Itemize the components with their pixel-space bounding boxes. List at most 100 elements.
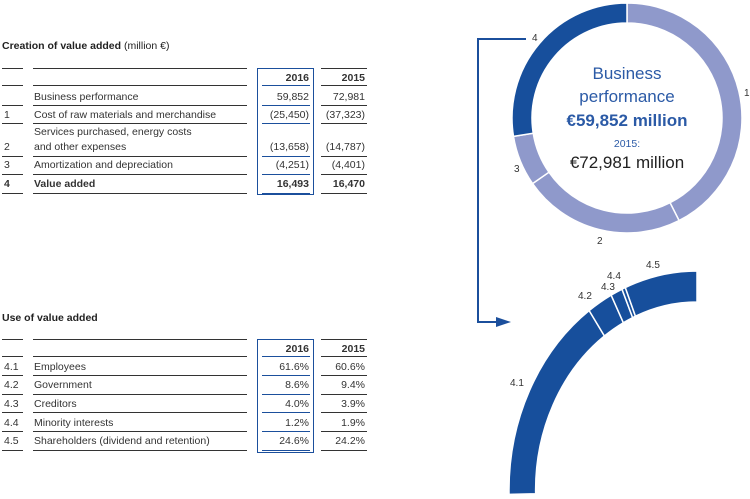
- row-label-line2: and other expenses: [34, 141, 127, 153]
- row-number: 4.2: [4, 379, 19, 391]
- divider: [321, 339, 367, 340]
- divider: [2, 412, 23, 413]
- arrow-head-icon: [496, 317, 511, 327]
- header-2015: 2015: [341, 343, 365, 355]
- arc-segment-4.5: [624, 270, 698, 318]
- divider: [33, 450, 247, 451]
- arc-label-4.2: 4.2: [578, 291, 592, 302]
- divider: [33, 193, 247, 194]
- row-number: 2: [4, 141, 10, 153]
- value-2015: (14,787): [325, 141, 365, 153]
- donut-label-2: 2: [597, 236, 603, 247]
- row-label: Government: [34, 379, 92, 391]
- row-number: 4.3: [4, 398, 19, 410]
- divider: [262, 394, 310, 395]
- divider: [321, 193, 367, 194]
- divider: [2, 105, 23, 106]
- divider: [321, 123, 367, 124]
- creation-table-title: Creation of value added (million €): [2, 40, 169, 52]
- row-number: 4: [4, 178, 10, 190]
- header-2016: 2016: [285, 72, 309, 84]
- header-2016: 2016: [285, 343, 309, 355]
- divider: [2, 431, 23, 432]
- donut-label-1: 1: [744, 88, 750, 99]
- value-2015: 1.9%: [341, 417, 365, 429]
- divider: [33, 123, 247, 124]
- row-label: Cost of raw materials and merchandise: [34, 109, 217, 121]
- divider: [321, 412, 367, 413]
- divider: [321, 68, 367, 69]
- divider: [321, 450, 367, 451]
- divider: [321, 105, 367, 106]
- row-number: 4.5: [4, 435, 19, 447]
- divider: [33, 156, 247, 157]
- row-number: 4.4: [4, 417, 19, 429]
- divider: [262, 156, 310, 157]
- value-2016: (4,251): [275, 159, 309, 171]
- value-2015: (4,401): [331, 159, 365, 171]
- value-2015: 9.4%: [341, 379, 365, 391]
- divider: [33, 394, 247, 395]
- divider: [262, 412, 310, 413]
- divider: [2, 375, 23, 376]
- divider: [2, 85, 23, 86]
- donut-center-value: €59,852 million: [566, 111, 688, 130]
- row-label: Creditors: [34, 398, 77, 410]
- use-table-title: Use of value added: [2, 312, 98, 324]
- divider: [33, 68, 247, 69]
- row-label: Amortization and depreciation: [34, 159, 173, 171]
- row-label: Services purchased, energy costs: [34, 126, 192, 138]
- value-2016: 1.2%: [285, 417, 309, 429]
- divider: [321, 356, 367, 357]
- value-2015: 16,470: [332, 178, 365, 190]
- divider: [2, 339, 23, 340]
- divider: [33, 85, 247, 86]
- donut-label-3: 3: [514, 164, 520, 175]
- arc-label-4.5: 4.5: [646, 260, 660, 271]
- divider: [262, 450, 310, 451]
- value-2015: 60.6%: [335, 361, 365, 373]
- divider: [2, 356, 23, 357]
- divider: [321, 85, 367, 86]
- value-2016: 8.6%: [285, 379, 309, 391]
- divider: [262, 431, 310, 432]
- arc-label-4.4: 4.4: [607, 271, 621, 282]
- row-number: 4.1: [4, 361, 19, 373]
- donut-prev-label: 2015:: [613, 138, 641, 150]
- divider: [262, 85, 310, 86]
- divider: [2, 394, 23, 395]
- row-label: Employees: [34, 361, 86, 373]
- divider: [2, 174, 23, 175]
- divider: [321, 156, 367, 157]
- row-number: 1: [4, 109, 10, 121]
- row-label: Value added: [34, 178, 96, 190]
- donut-prev-value: €72,981 million: [569, 153, 685, 172]
- divider: [2, 68, 23, 69]
- divider: [33, 431, 247, 432]
- arc-segment-4.1: [508, 309, 606, 496]
- divider: [262, 356, 310, 357]
- divider: [2, 193, 23, 194]
- arc-label-4.1: 4.1: [510, 378, 524, 389]
- value-2016: (13,658): [269, 141, 309, 153]
- value-2015: 72,981: [332, 91, 365, 103]
- divider: [262, 123, 310, 124]
- divider: [33, 356, 247, 357]
- divider: [2, 450, 23, 451]
- value-2016: 4.0%: [285, 398, 309, 410]
- value-2016: (25,450): [269, 109, 309, 121]
- value-2016: 59,852: [276, 91, 309, 103]
- divider: [33, 339, 247, 340]
- divider: [2, 156, 23, 157]
- divider: [321, 394, 367, 395]
- value-2016: 16,493: [276, 178, 309, 190]
- divider: [321, 431, 367, 432]
- row-label: Minority interests: [34, 417, 114, 429]
- value-2015: 3.9%: [341, 398, 365, 410]
- divider: [321, 174, 367, 175]
- value-2016: 24.6%: [279, 435, 309, 447]
- row-number: 3: [4, 159, 10, 171]
- value-2016: 61.6%: [279, 361, 309, 373]
- divider: [33, 174, 247, 175]
